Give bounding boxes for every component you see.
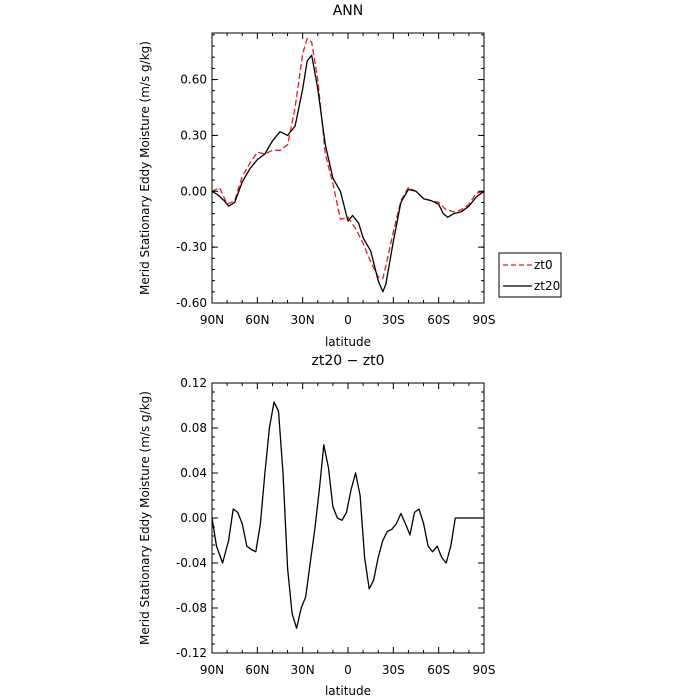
bottom-y-tick-label: 0.12 [180, 376, 207, 390]
bottom-y-tick-label: 0.04 [180, 466, 207, 480]
top-y-tick-label: -0.60 [176, 296, 207, 310]
top-chart-marks: 90N 60N 30N 0 30S 60S 90S -0.60 -0.30 0.00 0.30 0.6… [176, 32, 496, 327]
top-x-tick-label: 30S [382, 313, 405, 327]
legend-label-zt0: zt0 [534, 258, 553, 272]
bottom-plot-frame [211, 382, 485, 654]
bottom-x-tick-label: 60S [427, 663, 450, 677]
bottom-x-tick-label: 60N [245, 663, 269, 677]
bottom-y-tick-label: -0.12 [176, 646, 207, 660]
bottom-x-tick-label: 0 [344, 663, 352, 677]
top-panel: ANN 90N 60N 30N 0 30S 60S 90S -0.60 -0.30 0.00 0.3… [138, 3, 562, 349]
bottom-panel: zt20 − zt0 90N 60N 30N 0 30S 60S 90S -0.12 -0.08… [138, 353, 495, 698]
top-x-tick-label: 0 [344, 313, 352, 327]
legend-label-zt20: zt20 [534, 279, 560, 293]
legend: zt0 zt20 [498, 252, 562, 298]
top-y-axis-label: Merid Stationary Eddy Moisture (m/s g/kg… [138, 41, 152, 295]
top-x-tick-label: 90N [200, 313, 224, 327]
bottom-y-tick-label: -0.04 [176, 556, 207, 570]
top-y-tick-label: 0.30 [180, 128, 207, 142]
legend-box [498, 252, 562, 298]
top-x-tick-label: 60S [427, 313, 450, 327]
bottom-x-tick-label: 90S [473, 663, 496, 677]
bottom-chart-title: zt20 − zt0 [311, 353, 384, 369]
bottom-chart-marks: 90N 60N 30N 0 30S 60S 90S -0.12 -0.08 -0.04 0.00 0.… [176, 376, 496, 677]
top-x-axis-label: latitude [325, 335, 371, 349]
top-x-tick-label: 60N [245, 313, 269, 327]
top-y-tick-label: 0.00 [180, 184, 207, 198]
bottom-series-line-0 [211, 401, 484, 629]
top-y-tick-label: 0.60 [180, 73, 207, 87]
top-x-tick-label: 30N [291, 313, 315, 327]
bottom-y-tick-label: 0.00 [180, 511, 207, 525]
top-chart-title: ANN [333, 3, 364, 19]
top-series-line-zt20 [211, 54, 485, 293]
bottom-x-tick-label: 30S [382, 663, 405, 677]
top-x-tick-label: 90S [473, 313, 496, 327]
bottom-x-tick-label: 90N [200, 663, 224, 677]
bottom-x-axis-label: latitude [325, 684, 371, 698]
top-y-tick-label: -0.30 [176, 240, 207, 254]
bottom-y-tick-label: -0.08 [176, 601, 207, 615]
bottom-x-tick-label: 30N [291, 663, 315, 677]
bottom-y-tick-label: 0.08 [180, 421, 207, 435]
top-series-line-zt0 [211, 37, 485, 280]
top-plot-frame [211, 32, 485, 304]
bottom-y-axis-label: Merid Stationary Eddy Moisture (m/s g/kg… [138, 391, 152, 645]
